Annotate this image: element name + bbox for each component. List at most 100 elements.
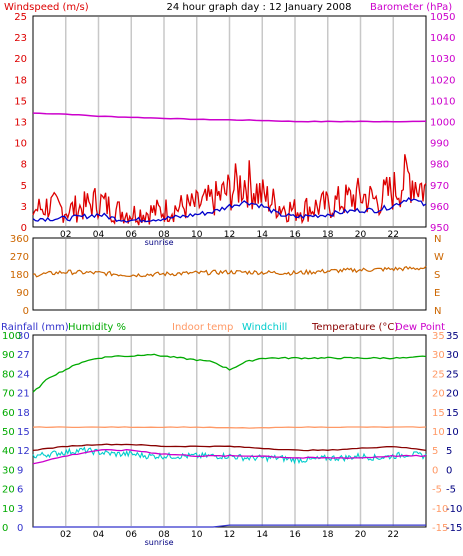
humidity-tick-label: 30 xyxy=(2,465,15,476)
x-tick-label: 22 xyxy=(388,530,399,540)
direction-tick-label: 180 xyxy=(10,270,29,281)
x-tick-label: 10 xyxy=(191,530,203,540)
rainfall-tick-label: 9 xyxy=(17,465,23,476)
barometer-tick-label: 980 xyxy=(430,160,449,171)
windspeed-tick-label: 5 xyxy=(21,181,27,192)
humidity-tick-label: 10 xyxy=(2,504,15,515)
dewpoint-line xyxy=(32,448,427,465)
rainfall-tick-label: 24 xyxy=(17,369,30,380)
barometer-tick-label: 1020 xyxy=(430,75,455,86)
temp-tick-label-right: -15 xyxy=(446,523,462,534)
indoor-temp-line xyxy=(32,426,427,429)
humidity-tick-label: 90 xyxy=(2,350,15,361)
x-tick-label: 02 xyxy=(60,530,71,540)
rainfall-tick-label: 27 xyxy=(17,350,30,361)
temp-tick-label-right: 5 xyxy=(446,446,452,457)
x-tick-label: 14 xyxy=(257,530,269,540)
legend-temperature: Temperature (°C) xyxy=(311,322,398,333)
x-tick-label: 12 xyxy=(224,230,235,240)
temperature-line xyxy=(32,443,427,452)
humidity-tick-label: 80 xyxy=(2,369,15,380)
x-tick-label: 04 xyxy=(93,530,105,540)
humidity-tick-label: 60 xyxy=(2,408,15,419)
temp-tick-label-right: -5 xyxy=(446,485,456,496)
rainfall-line xyxy=(33,524,426,528)
rainfall-tick-label: 0 xyxy=(17,523,23,534)
rainfall-tick-label: 3 xyxy=(17,504,23,515)
temp-tick-label-right: 15 xyxy=(446,408,459,419)
x-tick-label: 04 xyxy=(93,230,105,240)
rainfall-tick-label: 12 xyxy=(17,446,30,457)
humidity-tick-label: 40 xyxy=(2,446,15,457)
x-tick-label: 16 xyxy=(289,230,301,240)
direction-tick-label: 360 xyxy=(10,234,29,245)
legend-dewpoint: Dew Point xyxy=(395,322,445,333)
temp-tick-label-left: -15 xyxy=(432,523,448,534)
humidity-tick-label: 20 xyxy=(2,485,15,496)
page-title: 24 hour graph day : 12 January 2008 xyxy=(167,2,352,13)
windspeed-tick-label: 18 xyxy=(14,75,27,86)
legend-windchill: Windchill xyxy=(242,322,287,333)
temp-tick-label-left: -5 xyxy=(432,485,442,496)
x-tick-label: 06 xyxy=(126,230,138,240)
rainfall-tick-label: 6 xyxy=(17,485,23,496)
wind-direction-line xyxy=(32,265,427,278)
windspeed-tick-label: 13 xyxy=(14,118,27,129)
barometer-tick-label: 970 xyxy=(430,181,449,192)
rainfall-tick-label: 15 xyxy=(17,427,30,438)
temp-tick-label-right: 35 xyxy=(446,331,459,342)
panel-temp-frame xyxy=(32,334,427,528)
temp-tick-label-left: 25 xyxy=(432,369,445,380)
barometer-axis-title: Barometer (hPa) xyxy=(370,2,452,13)
humidity-line xyxy=(32,353,427,393)
sunrise-label: sunrise xyxy=(145,238,174,247)
x-tick-label: 20 xyxy=(355,530,367,540)
wind-average-line xyxy=(32,196,427,223)
windspeed-tick-label: 25 xyxy=(14,12,27,23)
x-tick-label: 10 xyxy=(191,230,203,240)
x-tick-label: 08 xyxy=(158,230,170,240)
direction-compass-label: N xyxy=(434,234,441,245)
windspeed-tick-label: 15 xyxy=(14,96,27,107)
direction-compass-label: N xyxy=(434,306,441,317)
temp-tick-label-left: 15 xyxy=(432,408,445,419)
windspeed-axis-title: Windspeed (m/s) xyxy=(4,2,89,13)
temp-tick-label-right: 30 xyxy=(446,350,459,361)
temp-tick-label-right: 25 xyxy=(446,369,459,380)
direction-compass-label: E xyxy=(434,288,440,299)
direction-compass-label: S xyxy=(434,270,440,281)
temp-tick-label-left: 5 xyxy=(432,446,438,457)
direction-compass-label: W xyxy=(434,252,444,263)
temp-tick-label-left: 35 xyxy=(432,331,445,342)
windspeed-tick-label: 3 xyxy=(21,202,27,213)
barometer-line xyxy=(32,112,427,123)
x-tick-label: 12 xyxy=(224,530,235,540)
windspeed-tick-label: 0 xyxy=(21,223,27,234)
barometer-tick-label: 1010 xyxy=(430,96,455,107)
x-tick-label: 06 xyxy=(126,530,138,540)
barometer-tick-label: 960 xyxy=(430,202,449,213)
barometer-tick-label: 1030 xyxy=(430,54,455,65)
windspeed-tick-label: 10 xyxy=(14,139,27,150)
rainfall-tick-label: 30 xyxy=(17,331,30,342)
temp-tick-label-right: -10 xyxy=(446,504,462,515)
barometer-tick-label: 1050 xyxy=(430,12,455,23)
x-tick-label: 08 xyxy=(158,530,170,540)
humidity-tick-label: 100 xyxy=(2,331,21,342)
humidity-tick-label: 0 xyxy=(2,523,8,534)
legend-rainfall: Rainfall (mm) xyxy=(1,322,69,333)
x-tick-label: 20 xyxy=(355,230,367,240)
legend-humidity: Humidity % xyxy=(68,322,126,333)
barometer-tick-label: 950 xyxy=(430,223,449,234)
temp-tick-label-left: 0 xyxy=(432,465,438,476)
legend-indoor: Indoor temp xyxy=(172,322,233,333)
windspeed-tick-label: 8 xyxy=(21,160,27,171)
x-tick-label: 14 xyxy=(257,230,269,240)
x-tick-label: 16 xyxy=(289,530,301,540)
temp-tick-label-left: 30 xyxy=(432,350,445,361)
temp-tick-label-left: 10 xyxy=(432,427,445,438)
temp-tick-label-right: 10 xyxy=(446,427,459,438)
barometer-tick-label: 1040 xyxy=(430,33,455,44)
windspeed-tick-label: 20 xyxy=(14,54,27,65)
